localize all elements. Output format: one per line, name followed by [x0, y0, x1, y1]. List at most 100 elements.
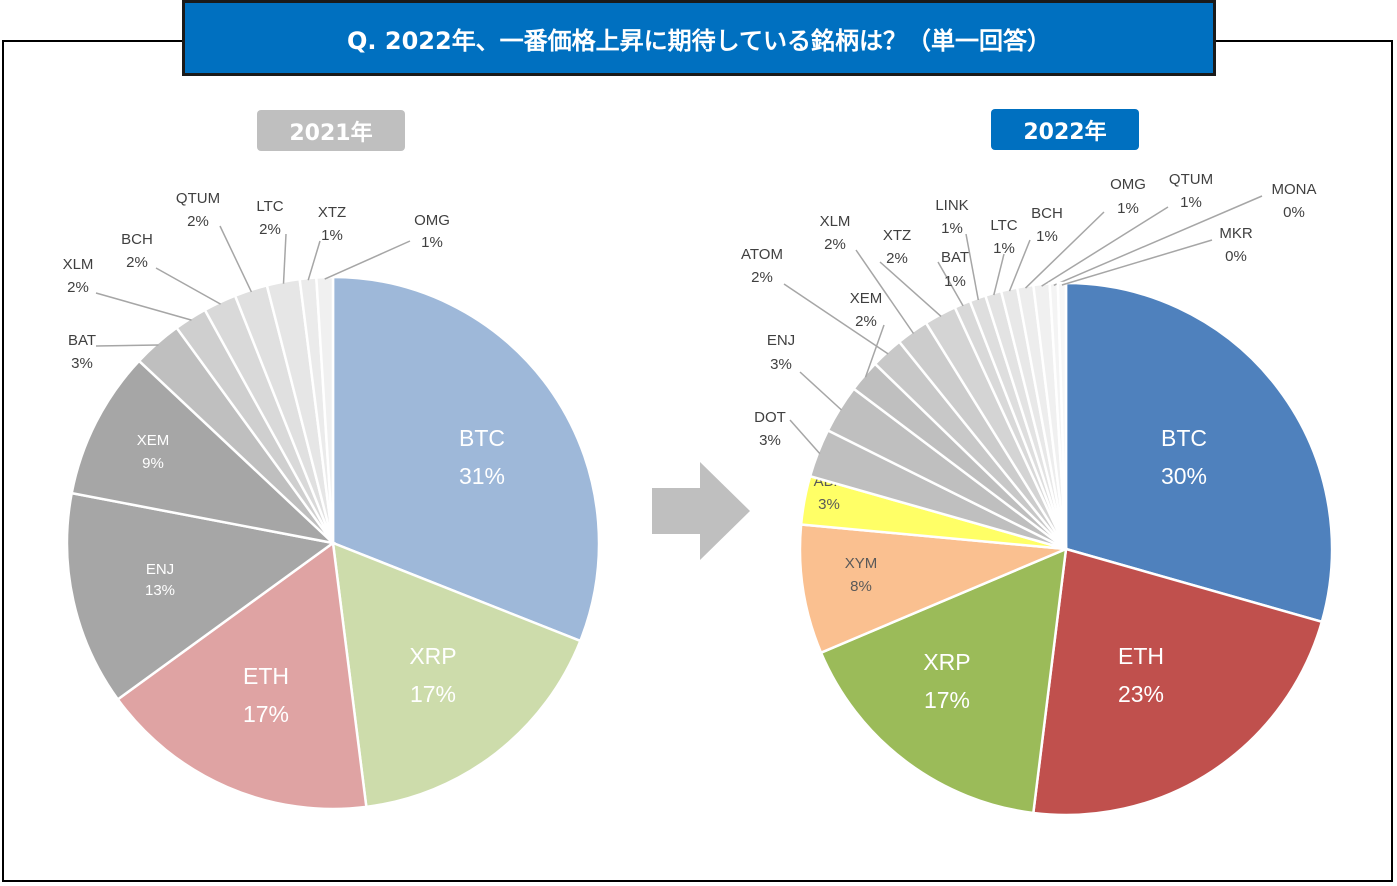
label-2022-xem-name: XEM — [850, 290, 883, 307]
leader-2022-bat — [937, 261, 964, 307]
label-2022-ltc-name: LTC — [990, 217, 1017, 234]
leader-2022-qtum — [1041, 206, 1169, 287]
label-2022-bat-pct: 1% — [944, 273, 966, 290]
label-2021-omg-pct: 1% — [421, 234, 443, 251]
year-badge-2022-text: 2022年 — [1023, 119, 1107, 145]
label-2022-xem-pct: 2% — [855, 313, 877, 330]
label-2022-dot-pct: 3% — [759, 432, 781, 449]
label-2021-xem-name: XEM — [137, 432, 170, 449]
label-2021-xem-pct: 9% — [142, 455, 164, 472]
label-2021-eth-name: ETH — [243, 663, 289, 689]
pie-chart-2022: BTC30%ETH23%XRP17%XYM8%ADA3%DOT3%ENJ3%XE… — [741, 171, 1334, 817]
leader-2022-mkr — [1061, 239, 1213, 286]
label-2022-xrp-name: XRP — [923, 649, 970, 675]
label-2021-btc-pct: 31% — [459, 463, 505, 489]
label-2022-qtum-name: QTUM — [1169, 171, 1213, 188]
label-2022-dot-name: DOT — [754, 409, 786, 426]
label-2021-xrp-name: XRP — [409, 643, 456, 669]
leader-2022-ltc — [993, 253, 1005, 296]
slice-2022-xym — [798, 523, 1067, 655]
label-2022-bch-name: BCH — [1031, 205, 1063, 222]
slice-2021-xem — [70, 359, 337, 546]
label-2021-xlm-name: XLM — [63, 256, 94, 273]
label-2022-btc-name: BTC — [1161, 425, 1207, 451]
slice-2021-omg — [314, 275, 335, 544]
page-title-text: Q. 2022年、一番価格上昇に期待している銘柄は？（単一回答） — [347, 26, 1051, 55]
label-2022-ltc-pct: 1% — [993, 240, 1015, 257]
label-2022-xlm-name: XLM — [820, 213, 851, 230]
leader-2022-mona — [1053, 195, 1263, 286]
slice-2021-xrp — [331, 541, 582, 809]
label-2021-xtz-name: XTZ — [318, 204, 346, 221]
page-title: Q. 2022年、一番価格上昇に期待している銘柄は？（単一回答） — [182, 0, 1216, 76]
year-badge-2021-text: 2021年 — [289, 120, 373, 146]
leader-2021-bch — [155, 267, 221, 305]
leader-2022-bch — [1008, 239, 1031, 292]
label-2021-omg-name: OMG — [414, 212, 450, 229]
leader-2022-enj — [799, 371, 843, 411]
leader-2021-xtz — [307, 240, 321, 281]
label-2022-qtum-pct: 1% — [1180, 194, 1202, 211]
label-2021-eth-pct: 17% — [243, 701, 289, 727]
label-2022-bch-pct: 1% — [1036, 228, 1058, 245]
year-badge-2021: 2021年 — [257, 110, 405, 151]
label-2022-xlm-pct: 2% — [824, 236, 846, 253]
label-2021-ltc-pct: 2% — [259, 221, 281, 238]
pie-chart-2021: BTC 31% XRP 17% ETH 17% ENJ 13% XEM 9% BAT 3% XLM 2% B… — [63, 190, 601, 811]
label-2022-xtz-pct: 2% — [886, 250, 908, 267]
label-2021-bch-pct: 2% — [126, 254, 148, 271]
leader-2022-dot — [789, 419, 821, 455]
label-2022-xrp-pct: 17% — [924, 687, 970, 713]
slice-2021-eth — [116, 540, 368, 811]
label-2021-enj-pct: 13% — [145, 582, 175, 599]
label-2021-xlm-pct: 2% — [67, 279, 89, 296]
label-2022-atom-pct: 2% — [751, 269, 773, 286]
label-2022-omg-name: OMG — [1110, 176, 1146, 193]
label-2022-xym-name: XYM — [845, 555, 878, 572]
label-2022-link-pct: 1% — [941, 220, 963, 237]
slice-2022-eth — [1031, 547, 1324, 817]
leader-2021-xlm — [95, 292, 192, 321]
label-2021-ltc-name: LTC — [256, 198, 283, 215]
leader-2022-xtz — [879, 261, 942, 317]
label-2021-enj-name: ENJ — [146, 561, 174, 578]
slice-2021-enj — [65, 491, 337, 702]
label-2022-btc-pct: 30% — [1161, 463, 1207, 489]
label-2021-xtz-pct: 1% — [321, 227, 343, 244]
leader-2021-ltc — [282, 233, 287, 284]
label-2022-mona-pct: 0% — [1283, 204, 1305, 221]
label-2022-xym-pct: 8% — [850, 578, 872, 595]
label-2021-xrp-pct: 17% — [410, 681, 456, 707]
label-2022-xtz-name: XTZ — [883, 227, 911, 244]
label-2022-enj-pct: 3% — [770, 356, 792, 373]
label-2022-mona-name: MONA — [1272, 181, 1317, 198]
transition-arrow — [652, 462, 750, 560]
label-2021-btc-name: BTC — [459, 425, 505, 451]
label-2022-bat-name: BAT — [941, 249, 969, 266]
label-2022-link-name: LINK — [935, 197, 968, 214]
label-2022-omg-pct: 1% — [1117, 200, 1139, 217]
label-2021-qtum-pct: 2% — [187, 213, 209, 230]
slice-2022-btc — [1064, 281, 1334, 624]
leader-2021-omg — [324, 240, 411, 280]
label-2022-ada-pct: 3% — [818, 496, 840, 513]
leader-2021-bat — [95, 344, 159, 347]
leader-2022-xlm — [855, 249, 915, 334]
leader-2022-link — [965, 233, 980, 301]
leader-2021-qtum — [219, 225, 253, 293]
label-2021-bat-pct: 3% — [71, 355, 93, 372]
label-2021-qtum-name: QTUM — [176, 190, 220, 207]
label-2022-eth-name: ETH — [1118, 643, 1164, 669]
label-2022-eth-pct: 23% — [1118, 681, 1164, 707]
label-2021-bat-name: BAT — [68, 332, 96, 349]
leader-2022-atom — [783, 283, 889, 355]
leader-2022-xem — [864, 324, 885, 378]
slice-2022-xrp — [819, 547, 1068, 815]
label-2022-mkr-pct: 0% — [1225, 248, 1247, 265]
year-badge-2022: 2022年 — [991, 109, 1139, 150]
label-2022-enj-name: ENJ — [767, 332, 795, 349]
label-2021-bch-name: BCH — [121, 231, 153, 248]
slice-2021-btc — [331, 275, 601, 643]
leader-2022-omg — [1024, 211, 1105, 289]
